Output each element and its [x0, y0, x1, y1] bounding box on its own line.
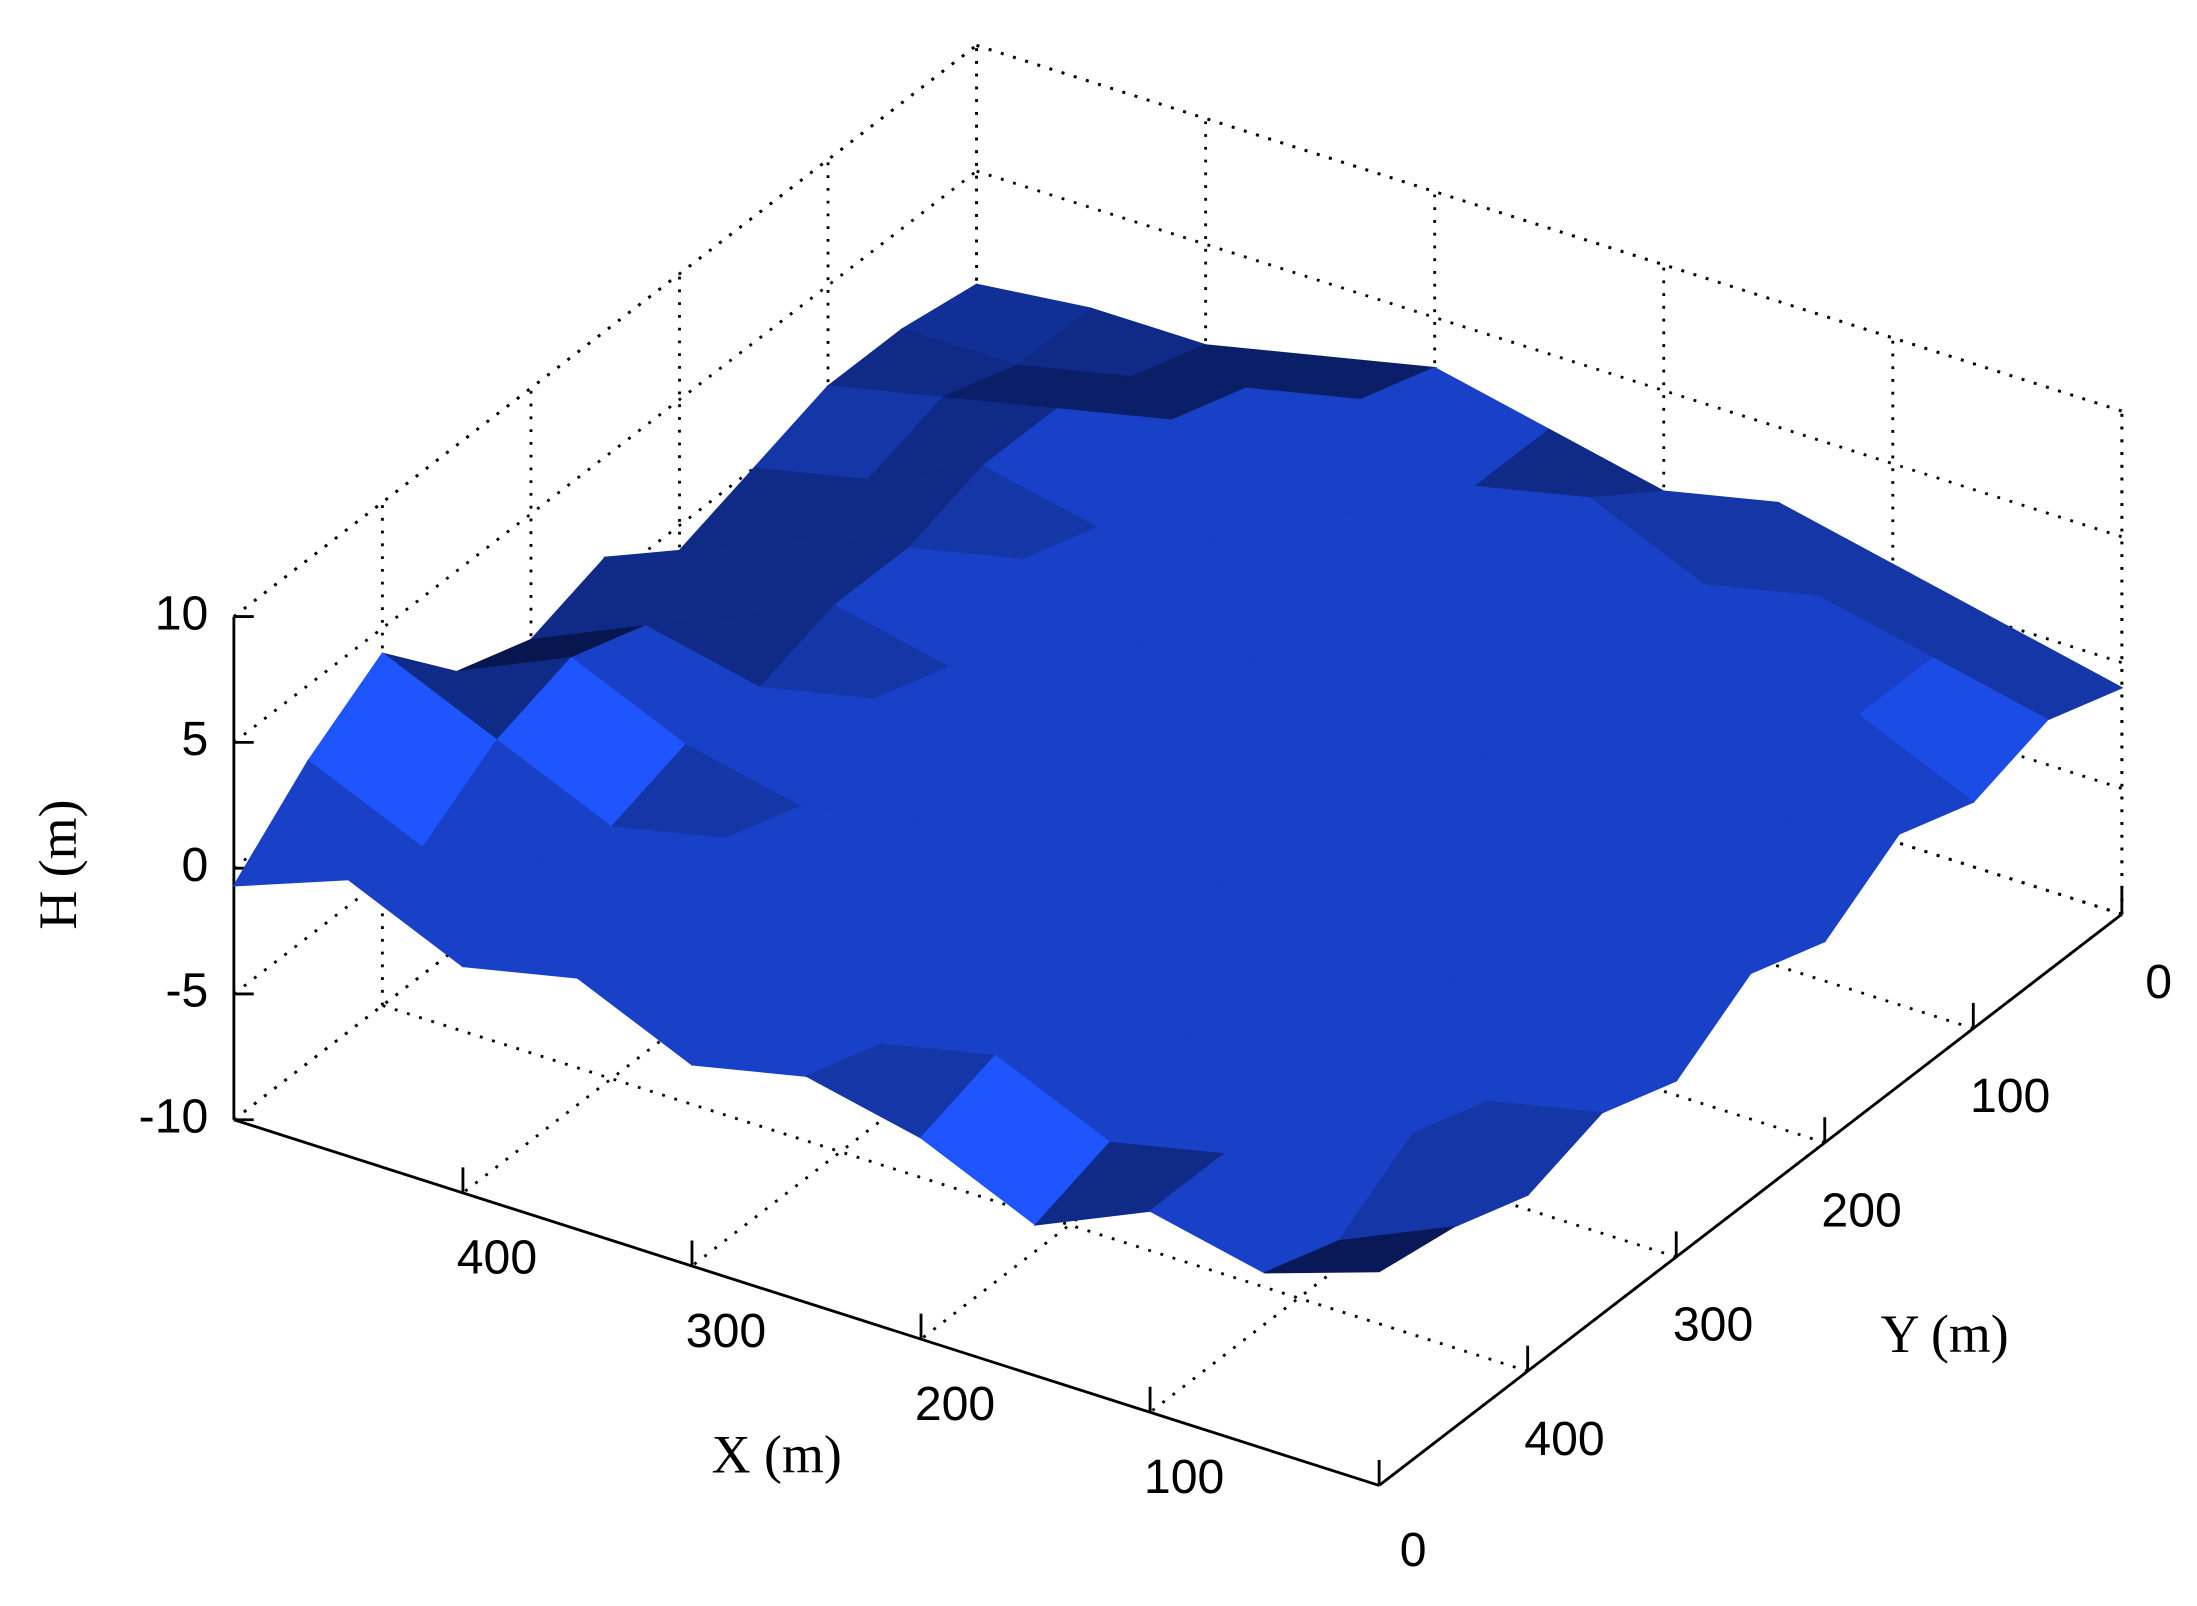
plot-area: X (m) Y (m) H (m) -10-505100100200300400…: [28, 44, 2172, 1577]
grid-line: [976, 169, 2123, 539]
y-tick-label: 300: [1673, 1298, 1753, 1352]
grid-line: [920, 766, 1665, 1341]
x-tick-label: 300: [686, 1304, 766, 1358]
z-axis-title: H (m): [28, 800, 88, 930]
y-axis-title: Y (m): [1881, 1304, 2009, 1364]
z-tick-label: 5: [182, 712, 209, 766]
x-tick-label: 0: [1400, 1523, 1427, 1577]
grid-line: [462, 620, 1207, 1195]
x-tick-label: 100: [1144, 1450, 1224, 1504]
grid-line: [691, 693, 1436, 1268]
x-axis: [233, 1118, 1380, 1487]
x-axis-title: X (m): [712, 1424, 842, 1484]
y-axis: [1378, 913, 2123, 1487]
surface-cell: [1264, 1226, 1454, 1274]
y-tick-label: 0: [2145, 955, 2172, 1009]
z-tick-label: 0: [182, 838, 209, 892]
z-tick-label: 10: [155, 586, 209, 640]
grid-line: [233, 170, 978, 744]
grid-line: [233, 44, 978, 618]
z-tick-label: -5: [165, 964, 208, 1018]
x-tick-label: 400: [457, 1231, 537, 1285]
z-tick-label: -10: [139, 1089, 209, 1143]
grid-line: [976, 44, 2123, 413]
grid-line: [381, 1004, 1529, 1373]
y-tick-label: 100: [1970, 1069, 2050, 1123]
x-tick-label: 200: [915, 1377, 995, 1431]
y-tick-label: 200: [1821, 1183, 1901, 1237]
y-tick-label: 400: [1524, 1412, 1604, 1466]
grid-line: [1149, 839, 1894, 1414]
